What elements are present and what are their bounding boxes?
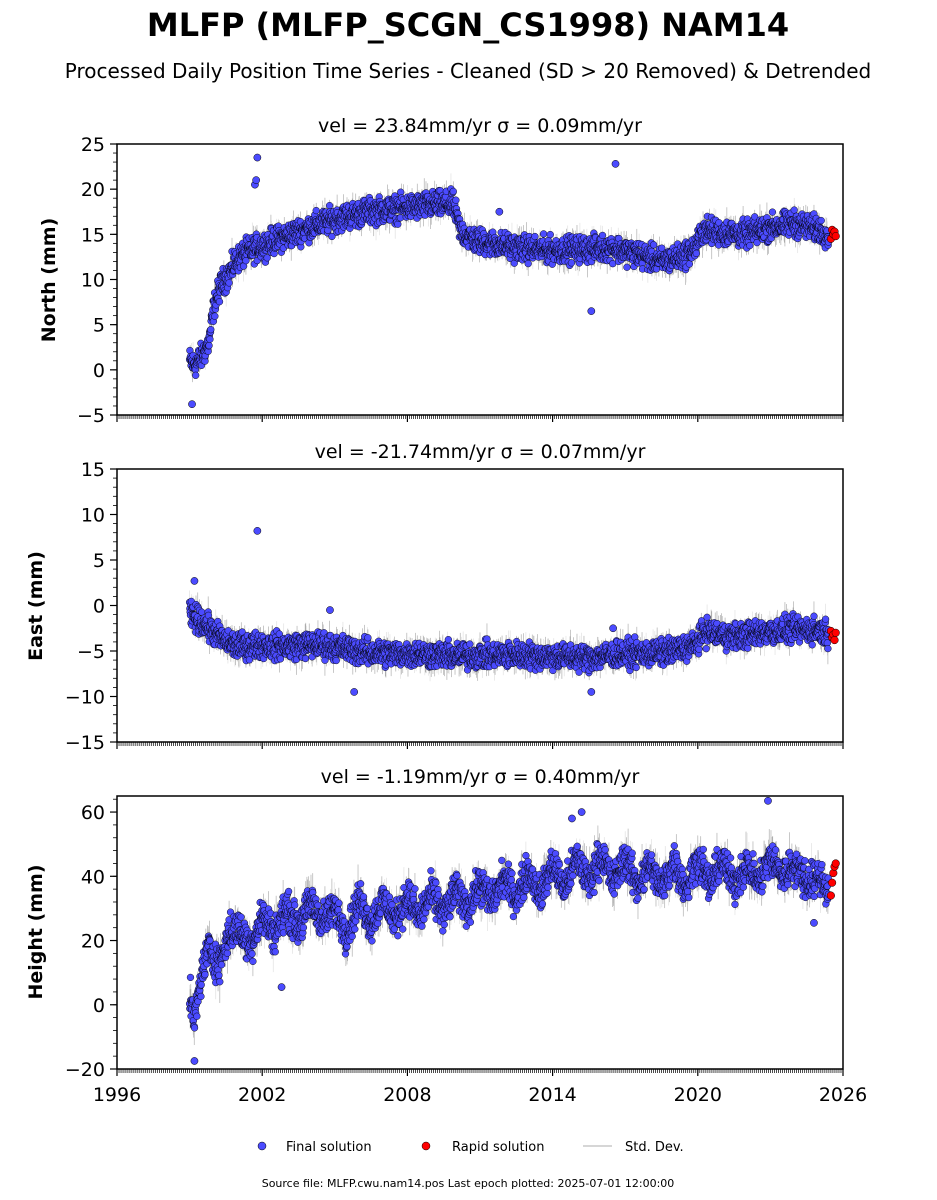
- north-y-tick-label: 20: [81, 179, 105, 201]
- east-y-label: East (mm): [25, 551, 47, 661]
- north-final-point: [207, 326, 215, 334]
- north-y-tick-label: 0: [93, 360, 105, 382]
- north-outlier-point: [252, 176, 260, 184]
- north-final-point: [328, 232, 336, 241]
- north-panel: vel = 23.84mm/yr σ = 0.09mm/yr North (mm…: [38, 115, 844, 427]
- north-outlier-point: [188, 400, 196, 409]
- north-final-point: [539, 230, 548, 238]
- north-panel-title: vel = 23.84mm/yr σ = 0.09mm/yr: [318, 115, 642, 137]
- north-final-point: [768, 208, 777, 216]
- east-panel-title: vel = -21.74mm/yr σ = 0.07mm/yr: [315, 441, 646, 463]
- north-final-point: [312, 206, 320, 215]
- east-plot-area: [185, 527, 840, 696]
- north-final-point: [325, 201, 334, 210]
- north-y-tick-label: 5: [93, 315, 105, 337]
- north-final-point: [215, 298, 224, 306]
- north-outlier-point: [253, 153, 262, 162]
- north-y-tick-label: 10: [81, 270, 105, 292]
- north-final-point: [692, 249, 700, 258]
- north-final-point: [546, 230, 554, 239]
- north-final-point: [206, 335, 214, 343]
- figure-title: MLFP (MLFP_SCGN_CS1998) NAM14: [147, 6, 789, 44]
- north-outlier-point: [495, 207, 504, 216]
- north-final-point: [790, 206, 798, 214]
- north-final-point: [817, 216, 825, 225]
- north-std-dev-bars: [189, 173, 829, 383]
- north-final-point: [263, 254, 271, 262]
- north-final-point: [524, 260, 532, 268]
- north-outlier-point: [611, 160, 620, 168]
- north-final-points: [185, 153, 833, 409]
- north-final-point: [452, 196, 460, 204]
- north-rapid-point: [831, 232, 840, 241]
- figure-subtitle: Processed Daily Position Time Series - C…: [65, 59, 871, 83]
- north-final-point: [394, 220, 402, 228]
- north-final-point: [205, 341, 213, 350]
- north-plot-area: [185, 153, 840, 409]
- north-outlier-point: [587, 307, 596, 315]
- north-final-point: [567, 259, 576, 267]
- north-final-point: [531, 232, 539, 241]
- north-y-tick-label: 15: [81, 224, 105, 246]
- north-y-tick-label: 25: [81, 134, 105, 156]
- north-y-label: North (mm): [38, 218, 60, 343]
- north-final-point: [598, 231, 607, 240]
- north-final-point: [449, 187, 457, 196]
- east-panel: vel = -21.74mm/yr σ = 0.07mm/yr East (mm…: [25, 441, 844, 754]
- north-y-tick-label: −5: [77, 405, 105, 427]
- north-final-point: [685, 260, 694, 268]
- north-final-point: [746, 241, 754, 250]
- north-final-point: [192, 371, 200, 379]
- north-final-point: [211, 312, 219, 320]
- north-final-point: [650, 241, 658, 249]
- north-final-point: [623, 263, 631, 271]
- north-final-point: [225, 279, 233, 287]
